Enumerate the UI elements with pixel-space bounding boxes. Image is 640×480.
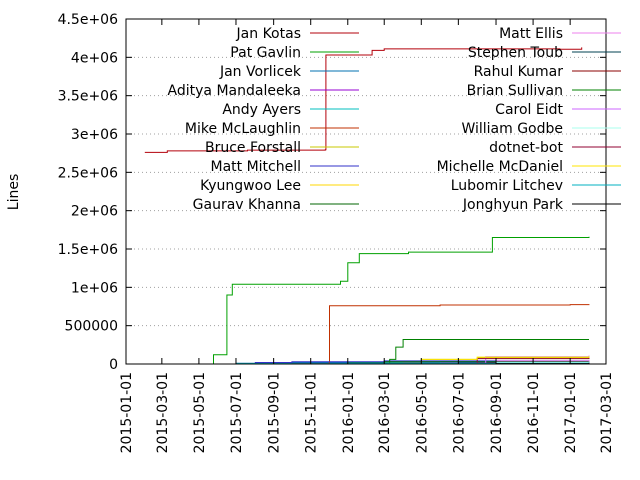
x-tick-label: 2016-07-01: [451, 372, 467, 453]
grid: [126, 56, 606, 327]
x-tick-label: 2017-01-01: [563, 372, 579, 453]
x-tick-label: 2015-09-01: [267, 372, 283, 453]
legend-label: Bruce Forstall: [205, 140, 301, 156]
legend-label: Carol Eidt: [495, 102, 563, 118]
legend-label: Jan Vorlicek: [219, 64, 302, 80]
legend-label: Pat Gavlin: [230, 45, 301, 61]
x-tick-label: 2016-09-01: [489, 372, 505, 453]
x-tick-label: 2016-11-01: [526, 372, 542, 453]
series-line: [207, 236, 590, 365]
legend-label: Lubomir Litchev: [451, 178, 563, 194]
legend-label: Rahul Kumar: [474, 64, 564, 80]
x-tick-label: 2015-07-01: [229, 372, 245, 453]
legend-label: Matt Mitchell: [210, 159, 301, 175]
legend-label: dotnet-bot: [489, 140, 563, 156]
legend-label: Andy Ayers: [222, 102, 301, 118]
legend-label: Jan Kotas: [236, 26, 301, 42]
x-tick-label: 2016-03-01: [377, 372, 393, 453]
series-line: [291, 304, 590, 365]
x-tick-label: 2015-03-01: [155, 372, 171, 453]
series-line: [375, 339, 589, 365]
legend-label: Michelle McDaniel: [437, 159, 563, 175]
series-line: [144, 47, 583, 153]
legend-label: Gaurav Khanna: [193, 197, 301, 213]
legend-label: Stephen Toub: [468, 45, 563, 61]
y-tick-label: 3e+06: [71, 127, 118, 143]
y-axis: 0 500000 1e+06 1.5e+06 2e+06 2.5e+06 3e+06 3.5e…: [58, 12, 606, 373]
legend-label: Aditya Mandaleeka: [168, 83, 301, 99]
x-tick-label: 2015-11-01: [304, 372, 320, 453]
y-tick-label: 1.5e+06: [58, 242, 119, 258]
y-tick-label: 2.5e+06: [58, 165, 119, 181]
legend-label: Kyungwoo Lee: [200, 178, 301, 194]
legend-label: Jonghyun Park: [462, 197, 564, 213]
y-tick-label: 2e+06: [71, 204, 118, 220]
plot-frame: [125, 18, 607, 365]
x-tick-label: 2016-01-01: [341, 372, 357, 453]
x-tick-label: 2015-05-01: [192, 372, 208, 453]
x-axis: 2015-01-01 2015-03-01 2015-05-01 2015-07-01…: [119, 19, 615, 453]
legend-label: Brian Sullivan: [467, 83, 563, 99]
y-tick-label: 4e+06: [71, 50, 118, 66]
legend-label: Mike McLaughlin: [185, 121, 301, 137]
y-tick-label: 4.5e+06: [58, 12, 119, 28]
x-tick-label: 2015-01-01: [119, 372, 135, 453]
x-tick-label: 2017-03-01: [599, 372, 615, 453]
y-axis-label: Lines: [6, 174, 22, 210]
legend-label: William Godbe: [461, 121, 563, 137]
x-tick-label: 2016-05-01: [414, 372, 430, 453]
y-tick-label: 3.5e+06: [58, 89, 119, 105]
y-tick-label: 0: [109, 357, 118, 373]
y-tick-label: 1e+06: [71, 280, 118, 296]
y-tick-label: 500000: [65, 319, 118, 335]
legend: Jan Kotas Pat Gavlin Jan Vorlicek Aditya Ma…: [168, 26, 621, 213]
legend-label: Matt Ellis: [499, 26, 563, 42]
